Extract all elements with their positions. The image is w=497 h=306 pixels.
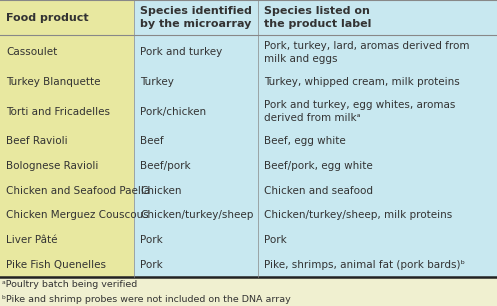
Bar xyxy=(258,178,497,203)
Text: Chicken/turkey/sheep, milk proteins: Chicken/turkey/sheep, milk proteins xyxy=(264,210,453,220)
Text: Pork: Pork xyxy=(264,235,287,245)
Bar xyxy=(258,252,497,277)
Text: Bolognese Ravioli: Bolognese Ravioli xyxy=(6,161,98,171)
Bar xyxy=(0,178,134,203)
Text: Pork and turkey, egg whites, aromas
derived from milkᵃ: Pork and turkey, egg whites, aromas deri… xyxy=(264,100,456,123)
Bar xyxy=(258,0,497,35)
Text: Cassoulet: Cassoulet xyxy=(6,47,57,58)
Text: Liver Pâté: Liver Pâté xyxy=(6,235,58,245)
Bar xyxy=(258,228,497,252)
Text: Beef Ravioli: Beef Ravioli xyxy=(6,136,68,146)
Text: Pork: Pork xyxy=(140,259,163,270)
Bar xyxy=(134,203,258,228)
Bar xyxy=(258,70,497,94)
Text: Turkey, whipped cream, milk proteins: Turkey, whipped cream, milk proteins xyxy=(264,77,460,87)
Text: Chicken/turkey/sheep: Chicken/turkey/sheep xyxy=(140,210,253,220)
Bar xyxy=(258,35,497,70)
Text: ᵇPike and shrimp probes were not included on the DNA array: ᵇPike and shrimp probes were not include… xyxy=(2,295,291,304)
Text: Pike, shrimps, animal fat (pork bards)ᵇ: Pike, shrimps, animal fat (pork bards)ᵇ xyxy=(264,259,465,270)
Text: Chicken and Seafood Paella: Chicken and Seafood Paella xyxy=(6,186,150,196)
Bar xyxy=(0,203,134,228)
Text: Species identified
by the microarray: Species identified by the microarray xyxy=(140,6,252,29)
Bar xyxy=(134,35,258,70)
Bar xyxy=(0,129,134,154)
Text: Beef/pork: Beef/pork xyxy=(140,161,191,171)
Text: Chicken and seafood: Chicken and seafood xyxy=(264,186,373,196)
Bar xyxy=(0,0,134,35)
Bar xyxy=(0,70,134,94)
Bar xyxy=(134,129,258,154)
Bar xyxy=(258,203,497,228)
Bar xyxy=(258,154,497,178)
Text: Turkey Blanquette: Turkey Blanquette xyxy=(6,77,100,87)
Bar xyxy=(134,94,258,129)
Text: Beef/pork, egg white: Beef/pork, egg white xyxy=(264,161,373,171)
Bar xyxy=(134,252,258,277)
Bar xyxy=(258,94,497,129)
Text: Beef: Beef xyxy=(140,136,164,146)
Text: Pork, turkey, lard, aromas derived from
milk and eggs: Pork, turkey, lard, aromas derived from … xyxy=(264,41,470,64)
Text: Torti and Fricadelles: Torti and Fricadelles xyxy=(6,107,110,117)
Bar xyxy=(134,178,258,203)
Bar xyxy=(0,228,134,252)
Text: Turkey: Turkey xyxy=(140,77,174,87)
Text: ᵃPoultry batch being verified: ᵃPoultry batch being verified xyxy=(2,280,138,289)
Bar xyxy=(134,70,258,94)
Text: Pork and turkey: Pork and turkey xyxy=(140,47,222,58)
Text: Beef, egg white: Beef, egg white xyxy=(264,136,346,146)
Text: Chicken: Chicken xyxy=(140,186,182,196)
Bar xyxy=(0,252,134,277)
Bar xyxy=(258,129,497,154)
Bar xyxy=(0,35,134,70)
Text: Chicken Merguez Couscous: Chicken Merguez Couscous xyxy=(6,210,149,220)
Text: Species listed on
the product label: Species listed on the product label xyxy=(264,6,372,29)
Bar xyxy=(134,228,258,252)
Text: Pike Fish Quenelles: Pike Fish Quenelles xyxy=(6,259,106,270)
Bar xyxy=(0,94,134,129)
Bar xyxy=(134,0,258,35)
Bar xyxy=(0,154,134,178)
Bar xyxy=(134,154,258,178)
Text: Food product: Food product xyxy=(6,13,88,23)
Text: Pork: Pork xyxy=(140,235,163,245)
Text: Pork/chicken: Pork/chicken xyxy=(140,107,206,117)
